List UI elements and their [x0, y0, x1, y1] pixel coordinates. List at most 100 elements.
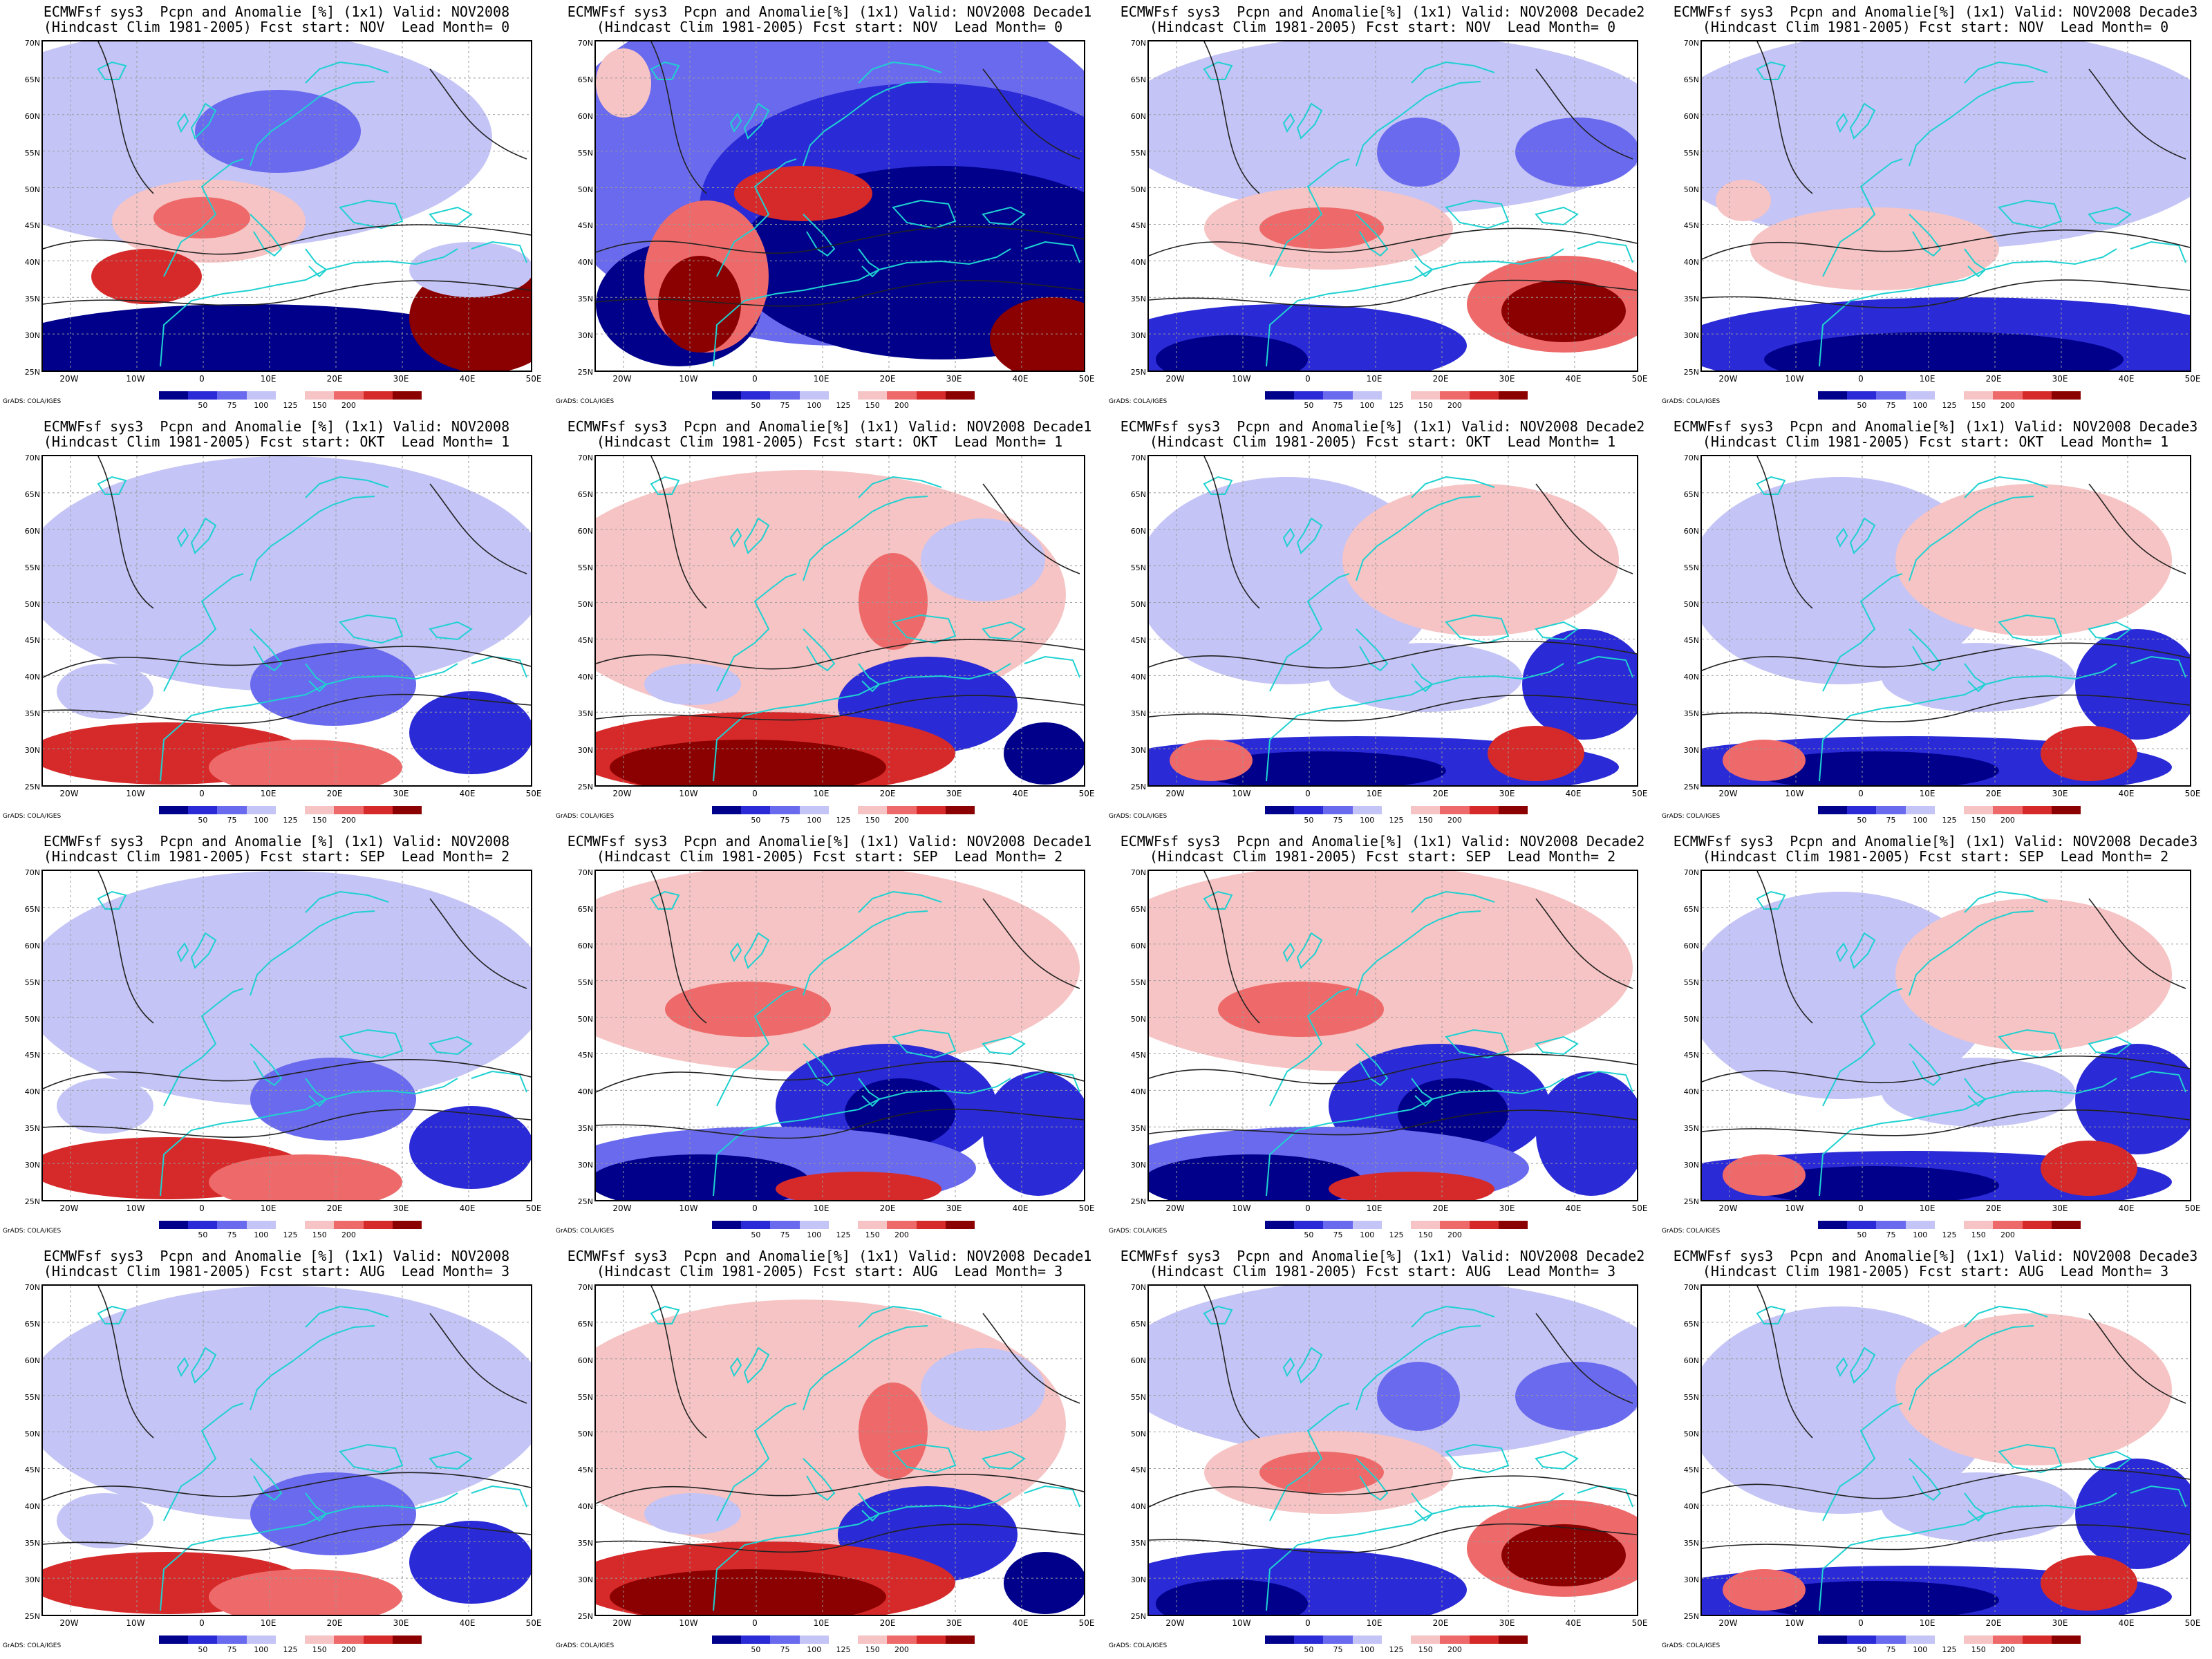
longitude-label: 0	[752, 789, 758, 798]
colorbar-tick-label: 75	[1886, 816, 1896, 825]
coastline	[1445, 1443, 1510, 1474]
longitude-label: 10E	[813, 1203, 830, 1213]
coastline	[163, 988, 244, 1107]
colorbar-segment	[770, 1221, 800, 1229]
coastline	[1909, 496, 2034, 581]
latitude-label: 45N	[1130, 636, 1146, 646]
panel-title: ECMWFsf sys3 Pcpn and Anomalie[%] (1x1) …	[1120, 418, 1645, 435]
longitude-label: 20W	[59, 789, 79, 798]
coastline	[729, 113, 742, 133]
coastline	[729, 1357, 742, 1378]
colorbar-tick-label: 50	[1304, 1645, 1314, 1654]
colorbar-tick-label: 75	[1333, 401, 1343, 410]
longitude-label: 30E	[393, 1618, 409, 1628]
coastline	[1296, 1347, 1323, 1384]
latitude-label: 60N	[1130, 1356, 1146, 1365]
colorbar-tick-label: 150	[312, 1230, 327, 1239]
contour-line	[1535, 483, 1633, 574]
coastline	[2088, 1450, 2132, 1470]
contour-line	[1203, 456, 1260, 609]
coastline	[729, 942, 742, 963]
colorbar-segment	[246, 1221, 276, 1229]
strong-negative-anomaly-region	[1750, 1581, 1999, 1615]
colorbar-segment	[334, 1221, 364, 1229]
latitude-label: 65N	[1683, 75, 1699, 84]
colorbar-tick-label: 100	[807, 401, 822, 410]
longitude-label: 30E	[946, 789, 962, 798]
negative-anomaly-region	[921, 1348, 1045, 1431]
colorbar-segment	[770, 806, 800, 814]
colorbar-segment	[1993, 1221, 2023, 1229]
strong-positive-anomaly-region	[610, 1569, 886, 1615]
coastline	[1296, 932, 1323, 969]
coastline	[2130, 1070, 2186, 1093]
colorbar-tick-label: 75	[227, 816, 237, 825]
colorbar	[712, 391, 975, 400]
contour-line	[1702, 1055, 2190, 1084]
longitude-label: 20W	[1718, 1618, 1738, 1628]
map-canvas	[1149, 456, 1637, 785]
latitude-label: 35N	[577, 709, 593, 719]
colorbar-tick-label: 125	[836, 1645, 851, 1654]
colorbar-tick-label: 75	[780, 1645, 790, 1654]
anomaly-map	[594, 870, 1085, 1201]
latitude-label: 35N	[24, 1539, 40, 1548]
map-canvas	[596, 1286, 1084, 1615]
latitude-label: 50N	[1130, 185, 1146, 194]
coastline	[1964, 1492, 1987, 1522]
coastline	[1411, 890, 1495, 913]
coastline	[160, 1492, 458, 1611]
colorbar-tick-label: 150	[1418, 401, 1433, 410]
strong-negative-anomaly-region	[43, 304, 513, 371]
coastline	[1909, 81, 2034, 167]
longitude-label: 30E	[946, 1618, 962, 1628]
colorbar-segment	[1498, 391, 1528, 400]
colorbar-tick-label: 150	[312, 1645, 327, 1654]
latitude-label: 60N	[1683, 1356, 1699, 1365]
colorbar-segment	[1498, 1221, 1528, 1229]
anomaly-map	[1700, 455, 2191, 787]
colorbar-segment	[2022, 806, 2052, 814]
coastline	[305, 1492, 328, 1522]
longitude-label: 30E	[1499, 1618, 1515, 1628]
negative-anomaly-region	[409, 1521, 531, 1604]
longitude-label: 40E	[1012, 1203, 1029, 1213]
colorbar-segment	[712, 806, 742, 814]
colorbar-segment	[2022, 1221, 2052, 1229]
colorbar-tick-label: 150	[1418, 1230, 1433, 1239]
colorbar-tick-label: 200	[2000, 401, 2015, 410]
coastline	[1024, 1070, 1080, 1093]
colorbar-tick-label: 200	[1447, 816, 1462, 825]
coastline	[471, 1485, 527, 1508]
contour-line	[2088, 1313, 2186, 1404]
strong-negative-anomaly-region	[1398, 1078, 1508, 1147]
map-canvas	[43, 1286, 531, 1615]
coastline	[1266, 663, 1564, 782]
panel-subtitle: (Hindcast Clim 1981-2005) Fcst start: SE…	[1149, 848, 1616, 865]
colorbar-segment	[275, 1635, 306, 1644]
latitude-label: 25N	[1683, 368, 1699, 377]
colorbar-segment	[188, 1635, 218, 1644]
latitude-label: 35N	[1683, 1124, 1699, 1134]
coastline	[1998, 614, 2063, 644]
coastline	[1411, 61, 1495, 84]
latitude-label: 50N	[1130, 599, 1146, 609]
colorbar-segment	[217, 806, 247, 814]
longitude-label: 40E	[459, 374, 476, 384]
grads-credit: GrADS: COLA/IGES	[556, 1228, 615, 1235]
colorbar-segment	[188, 391, 218, 400]
colorbar-segment	[2051, 1221, 2081, 1229]
latitude-label: 55N	[1130, 977, 1146, 987]
coastline	[160, 663, 458, 782]
anomaly-map	[1700, 1284, 2191, 1616]
coastline	[1756, 476, 1786, 495]
contour-line	[596, 1473, 1084, 1504]
map-canvas	[1702, 456, 2190, 785]
colorbar-tick-label: 50	[751, 1230, 761, 1239]
latitude-label: 45N	[1130, 1465, 1146, 1475]
panel-title: ECMWFsf sys3 Pcpn and Anomalie[%] (1x1) …	[1673, 1248, 2198, 1264]
colorbar-segment	[1323, 806, 1353, 814]
anomaly-map	[1147, 1284, 1638, 1616]
map-canvas	[43, 871, 531, 1200]
coastline	[713, 1492, 1011, 1611]
